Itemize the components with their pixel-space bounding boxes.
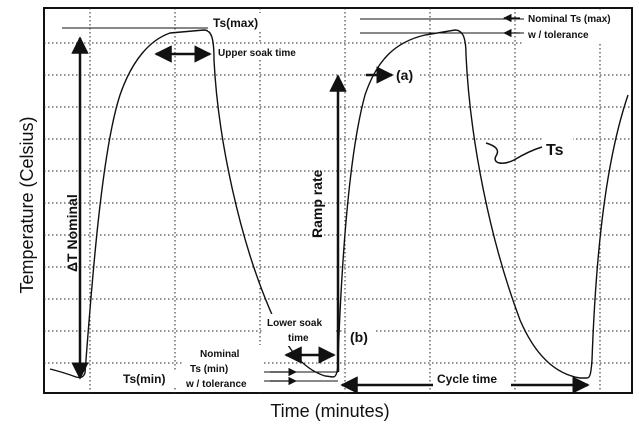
ts-label: Ts: [546, 142, 564, 159]
ts-max-label: Ts(max): [213, 16, 258, 30]
point-a-label-mask: [394, 64, 420, 84]
plot-frame: [43, 7, 633, 394]
point-b-label-mask: [348, 326, 374, 346]
nominal-max-label: Nominal Ts (max): [528, 14, 611, 25]
nominal-max-label-mask: [524, 10, 630, 44]
cycle-time-label-mask: [433, 370, 511, 387]
nominal-max-tolerance-label: w / tolerance: [527, 30, 589, 41]
ts-min-label-mask: [120, 370, 178, 386]
nominal-min-label: Nominal: [200, 349, 240, 360]
lower-soak-time-label: time: [288, 333, 309, 344]
point-a-label: (a): [396, 67, 413, 83]
lower-soak-label: Lower soak: [267, 318, 322, 329]
ts-max-label-mask: [208, 13, 272, 31]
point-b-label: (b): [350, 329, 368, 345]
upper-soak-label: Upper soak time: [218, 48, 296, 59]
ts-min-label: Ts(min): [123, 372, 165, 386]
upper-soak-label-mask: [216, 44, 304, 59]
nominal-min-tolerance-label: w / tolerance: [185, 379, 247, 390]
nominal-min-ts-label: Ts (min): [190, 364, 228, 375]
cycle-time-label: Cycle time: [437, 372, 497, 386]
ramp-rate-label: Ramp rate: [309, 169, 325, 238]
y-axis-title: Temperature (Celsius): [17, 116, 37, 293]
x-axis-title: Time (minutes): [270, 401, 389, 421]
grid: [44, 8, 632, 393]
nominal-min-label-mask: [184, 345, 264, 391]
lower-soak-label-mask: [262, 314, 336, 346]
ts-label-mask: [543, 137, 573, 159]
ts-callout-line: [485, 142, 543, 164]
delta-t-label: ΔT Nominal: [64, 194, 80, 272]
